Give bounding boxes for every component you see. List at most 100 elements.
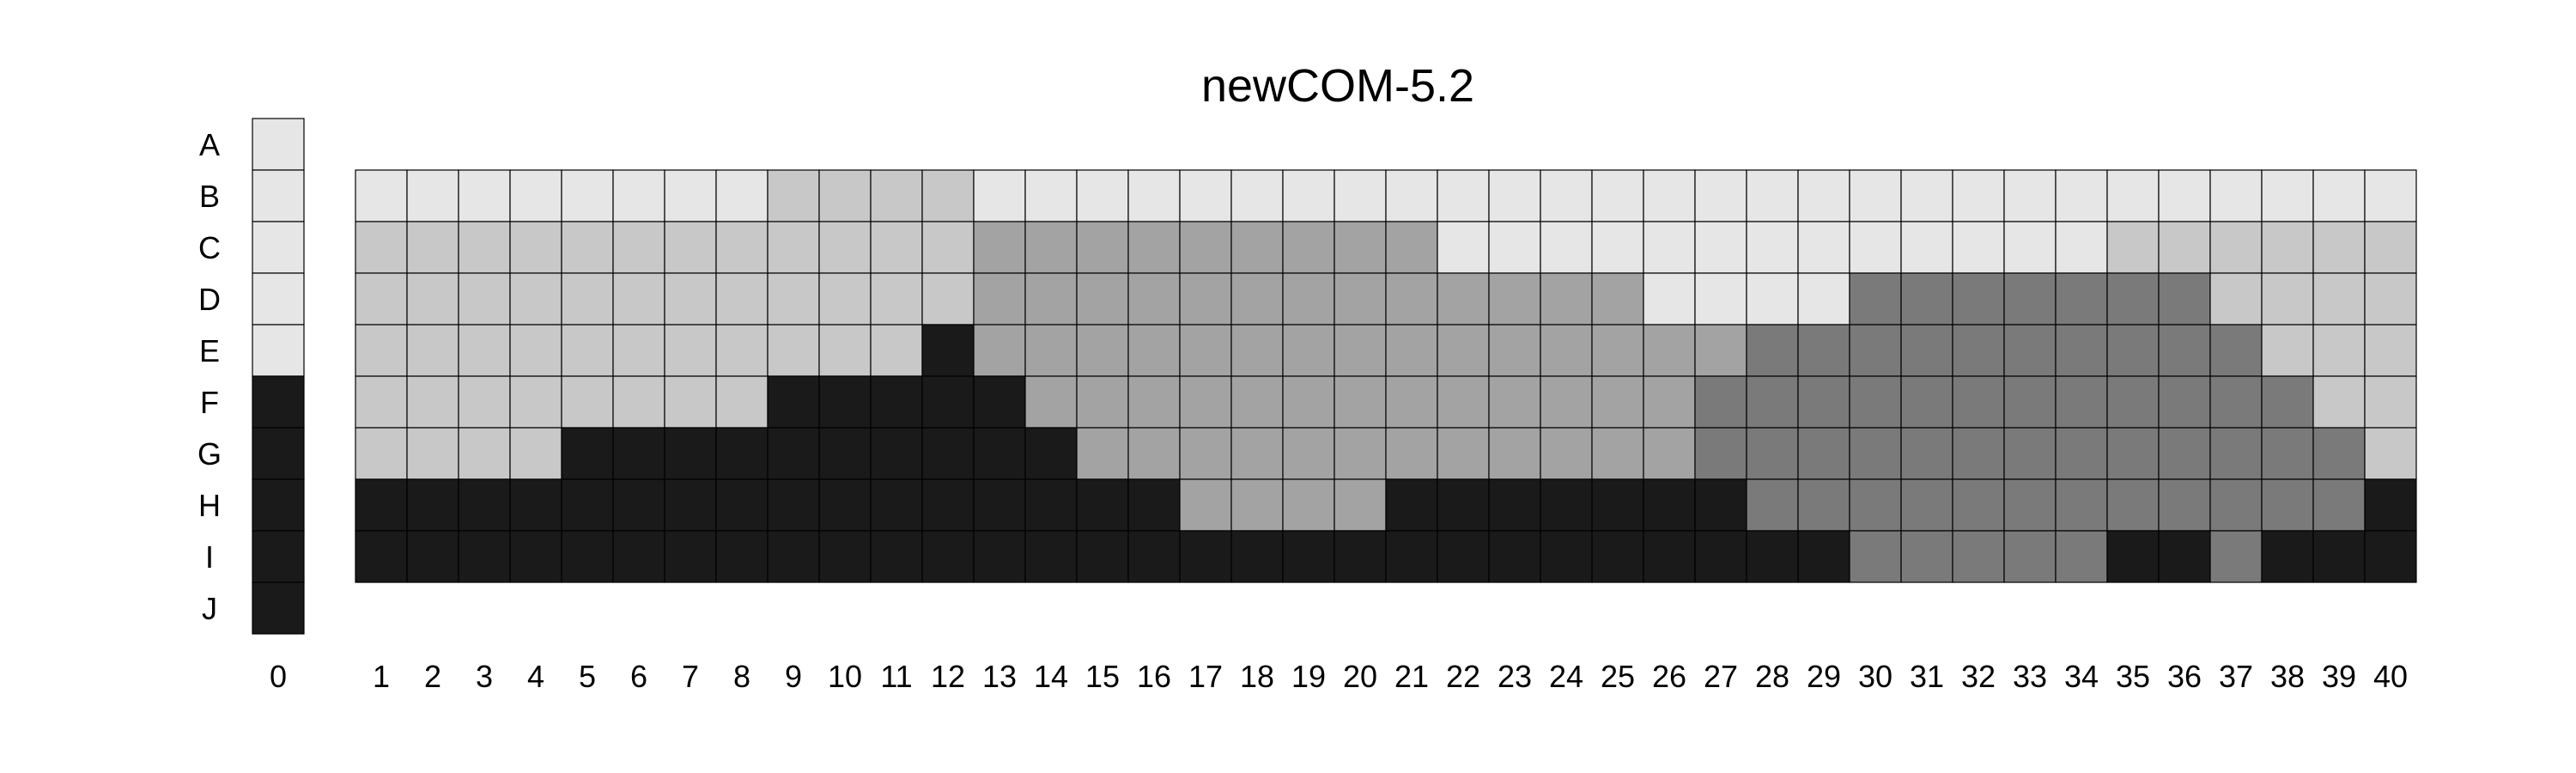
grid-cell-i-31 xyxy=(1900,530,1953,583)
grid-cell-i-17 xyxy=(1179,530,1232,583)
row-label-a: A xyxy=(199,127,220,162)
grid-cell-i-10 xyxy=(818,530,872,583)
grid-cell-f-24 xyxy=(1540,375,1593,429)
grid-cell-d-4 xyxy=(509,272,562,326)
grid-cell-e-30 xyxy=(1849,324,1902,377)
grid-cell-b-3 xyxy=(458,169,511,222)
grid-cell-e-19 xyxy=(1282,324,1335,377)
grid-cell-b-7 xyxy=(664,169,717,222)
grid-cell-d-17 xyxy=(1179,272,1232,326)
column-label-3: 3 xyxy=(476,659,493,694)
column-label-23: 23 xyxy=(1498,659,1532,694)
grid-cell-i-8 xyxy=(715,530,769,583)
grid-cell-e-17 xyxy=(1179,324,1232,377)
column-label-38: 38 xyxy=(2270,659,2305,694)
grid-cell-h-7 xyxy=(664,478,717,532)
index-cell-i xyxy=(252,530,305,583)
grid-cell-b-13 xyxy=(973,169,1026,222)
grid-cell-g-37 xyxy=(2209,427,2263,480)
column-label-27: 27 xyxy=(1704,659,1738,694)
grid-cell-b-23 xyxy=(1488,169,1541,222)
grid-cell-i-11 xyxy=(870,530,923,583)
grid-cell-b-10 xyxy=(818,169,872,222)
index-cell-d xyxy=(252,272,305,326)
grid-cell-i-2 xyxy=(406,530,459,583)
column-label-29: 29 xyxy=(1807,659,1841,694)
grid-cell-f-7 xyxy=(664,375,717,429)
grid-cell-i-23 xyxy=(1488,530,1541,583)
column-label-14: 14 xyxy=(1034,659,1068,694)
grid-cell-c-23 xyxy=(1488,221,1541,274)
grid-cell-b-36 xyxy=(2158,169,2211,222)
grid-cell-e-4 xyxy=(509,324,562,377)
grid-cell-i-30 xyxy=(1849,530,1902,583)
grid-cell-e-29 xyxy=(1797,324,1850,377)
grid-cell-e-16 xyxy=(1127,324,1181,377)
grid-cell-c-22 xyxy=(1437,221,1490,274)
grid-cell-d-28 xyxy=(1746,272,1799,326)
grid-cell-h-13 xyxy=(973,478,1026,532)
grid-cell-i-15 xyxy=(1076,530,1129,583)
grid-cell-f-21 xyxy=(1385,375,1438,429)
grid-cell-d-24 xyxy=(1540,272,1593,326)
grid-cell-e-37 xyxy=(2209,324,2263,377)
grid-cell-b-9 xyxy=(767,169,820,222)
grid-cell-d-27 xyxy=(1694,272,1747,326)
grid-cell-h-40 xyxy=(2364,478,2417,532)
grid-cell-g-19 xyxy=(1282,427,1335,480)
grid-cell-h-6 xyxy=(612,478,665,532)
grid-cell-d-9 xyxy=(767,272,820,326)
grid-cell-d-21 xyxy=(1385,272,1438,326)
grid-cell-i-21 xyxy=(1385,530,1438,583)
column-label-24: 24 xyxy=(1549,659,1583,694)
grid-cell-b-15 xyxy=(1076,169,1129,222)
grid-cell-e-34 xyxy=(2055,324,2108,377)
grid-cell-e-7 xyxy=(664,324,717,377)
grid-cell-c-6 xyxy=(612,221,665,274)
grid-cell-b-22 xyxy=(1437,169,1490,222)
grid-cell-f-4 xyxy=(509,375,562,429)
grid-cell-b-31 xyxy=(1900,169,1953,222)
grid-cell-i-13 xyxy=(973,530,1026,583)
grid-cell-c-12 xyxy=(921,221,975,274)
column-label-13: 13 xyxy=(982,659,1017,694)
row-label-j: J xyxy=(202,591,217,626)
column-label-11: 11 xyxy=(880,659,912,694)
grid-cell-d-10 xyxy=(818,272,872,326)
index-cell-f xyxy=(252,375,305,429)
column-label-36: 36 xyxy=(2167,659,2202,694)
grid-cell-c-37 xyxy=(2209,221,2263,274)
column-label-31: 31 xyxy=(1910,659,1944,694)
grid-cell-b-34 xyxy=(2055,169,2108,222)
grid-cell-b-5 xyxy=(561,169,614,222)
grid-cell-d-30 xyxy=(1849,272,1902,326)
grid-cell-h-9 xyxy=(767,478,820,532)
grid-cell-c-40 xyxy=(2364,221,2417,274)
grid-cell-f-33 xyxy=(2003,375,2057,429)
column-label-28: 28 xyxy=(1755,659,1789,694)
grid-cell-g-17 xyxy=(1179,427,1232,480)
grid-cell-g-9 xyxy=(767,427,820,480)
grid-cell-d-2 xyxy=(406,272,459,326)
grid-cell-f-17 xyxy=(1179,375,1232,429)
grid-cell-d-20 xyxy=(1334,272,1387,326)
grid-cell-c-9 xyxy=(767,221,820,274)
grid-cell-f-11 xyxy=(870,375,923,429)
grid-cell-e-21 xyxy=(1385,324,1438,377)
row-label-i: I xyxy=(205,539,214,575)
grid-cell-e-5 xyxy=(561,324,614,377)
grid-cell-h-26 xyxy=(1643,478,1696,532)
index-cell-c xyxy=(252,221,305,274)
column-label-26: 26 xyxy=(1652,659,1686,694)
grid-cell-f-19 xyxy=(1282,375,1335,429)
grid-cell-i-25 xyxy=(1591,530,1644,583)
index-cell-h xyxy=(252,478,305,532)
grid-cell-g-24 xyxy=(1540,427,1593,480)
grid-cell-h-24 xyxy=(1540,478,1593,532)
column-label-17: 17 xyxy=(1188,659,1223,694)
grid-cell-d-33 xyxy=(2003,272,2057,326)
grid-cell-b-32 xyxy=(1952,169,2005,222)
grid-cell-c-33 xyxy=(2003,221,2057,274)
grid-cell-g-32 xyxy=(1952,427,2005,480)
grid-cell-f-5 xyxy=(561,375,614,429)
